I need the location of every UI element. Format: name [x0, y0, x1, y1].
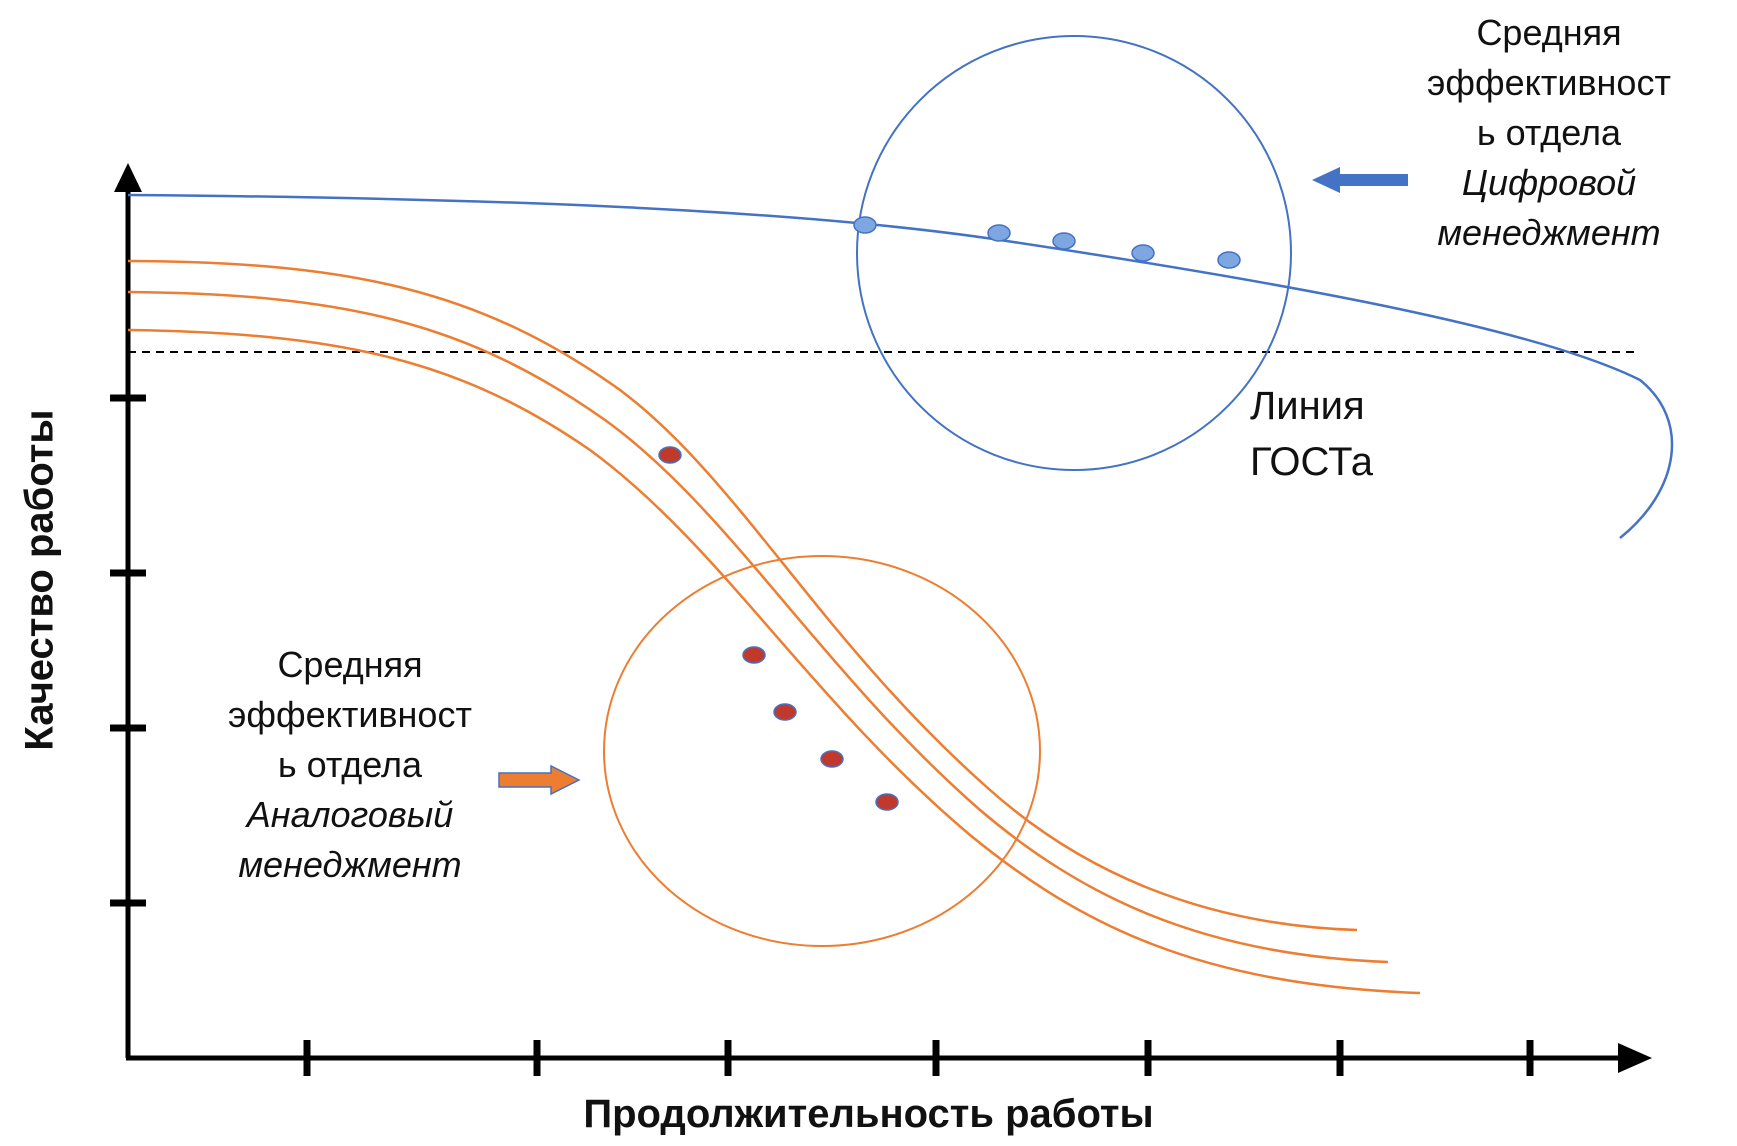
analog-label-line: менеджмент: [238, 844, 462, 885]
digital-management-label: Средняя эффективност ь отдела Цифровой м…: [1399, 8, 1699, 258]
analog-point: [773, 703, 797, 721]
analog-label-line: эффективност: [228, 694, 472, 735]
digital-label-line: менеджмент: [1437, 212, 1661, 253]
analog-label-line: ь отдела: [277, 744, 423, 785]
analog-curve: [127, 290, 1389, 964]
gost-line-label: Линия ГОСТа: [1250, 378, 1373, 490]
digital-label-line: ь отдела: [1476, 112, 1622, 153]
digital-point: [1217, 251, 1241, 269]
analog-arrow: [498, 764, 581, 796]
x-axis-title: Продолжительность работы: [583, 1092, 1154, 1136]
analog-point: [742, 646, 766, 664]
x-axis-arrowhead: [1618, 1043, 1652, 1073]
gost-label-line: ГОСТа: [1250, 440, 1373, 484]
analog-point: [875, 793, 899, 811]
digital-point: [853, 216, 877, 234]
analog-management-label: Средняя эффективност ь отдела Аналоговый…: [200, 640, 500, 890]
analog-curve: [127, 259, 1358, 932]
analog-curve: [127, 328, 1421, 995]
digital-label-line: эффективност: [1427, 62, 1671, 103]
analog-label-line: Аналоговый: [246, 794, 454, 835]
digital-point: [1052, 232, 1076, 250]
digital-point: [987, 224, 1011, 242]
analog-cluster-circle: [603, 555, 1041, 947]
digital-label-line: Цифровой: [1461, 162, 1637, 203]
analog-point: [820, 750, 844, 768]
analog-point: [658, 446, 682, 464]
analog-label-line: Средняя: [277, 644, 423, 685]
digital-cluster-circle: [856, 35, 1292, 471]
digital-curve: [127, 193, 1674, 539]
gost-label-line: Линия: [1250, 384, 1365, 428]
digital-point: [1131, 244, 1155, 262]
y-axis-title: Качество работы: [17, 409, 62, 751]
y-axis-arrowhead: [114, 163, 142, 192]
digital-arrow: [1312, 167, 1408, 193]
digital-label-line: Средняя: [1476, 12, 1622, 53]
